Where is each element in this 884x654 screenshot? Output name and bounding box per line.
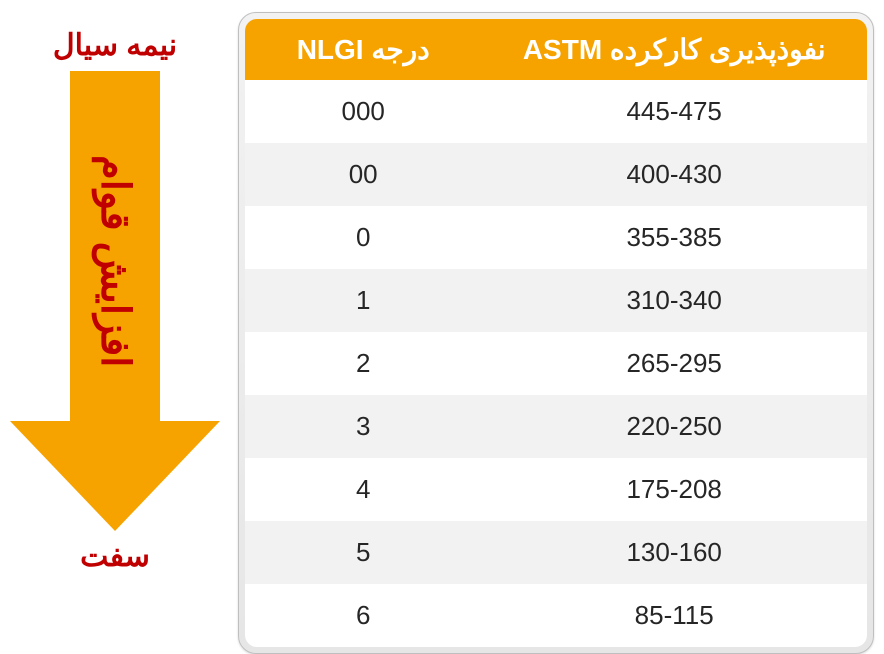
- cell-nlgi: 5: [245, 521, 481, 584]
- cell-astm: 175-208: [481, 458, 867, 521]
- cell-nlgi: 000: [245, 80, 481, 143]
- cell-astm: 400-430: [481, 143, 867, 206]
- table-row: 00 400-430: [245, 143, 867, 206]
- arrow-section: نیمه سیال افزایش قوام سفت: [0, 28, 230, 628]
- cell-astm: 130-160: [481, 521, 867, 584]
- arrow-bottom-label: سفت: [0, 539, 230, 574]
- arrow-top-label: نیمه سیال: [0, 28, 230, 63]
- cell-nlgi: 1: [245, 269, 481, 332]
- table-row: 2 265-295: [245, 332, 867, 395]
- cell-astm: 445-475: [481, 80, 867, 143]
- cell-nlgi: 0: [245, 206, 481, 269]
- table-row: 6 85-115: [245, 584, 867, 647]
- table-row: 3 220-250: [245, 395, 867, 458]
- cell-astm: 220-250: [481, 395, 867, 458]
- cell-nlgi: 4: [245, 458, 481, 521]
- arrow-middle-label: افزایش قوام: [0, 71, 230, 451]
- cell-nlgi: 00: [245, 143, 481, 206]
- table-row: 4 175-208: [245, 458, 867, 521]
- cell-astm: 265-295: [481, 332, 867, 395]
- cell-nlgi: 3: [245, 395, 481, 458]
- arrow-graphic: افزایش قوام: [0, 71, 230, 531]
- table-header-row: درجه NLGI نفوذپذیری کارکرده ASTM: [245, 19, 867, 80]
- nlgi-table-card: درجه NLGI نفوذپذیری کارکرده ASTM 000 445…: [238, 12, 874, 654]
- cell-nlgi: 2: [245, 332, 481, 395]
- page-container: نیمه سیال افزایش قوام سفت درجه NLGI نفوذ…: [0, 0, 884, 648]
- nlgi-table: درجه NLGI نفوذپذیری کارکرده ASTM 000 445…: [245, 19, 867, 647]
- cell-astm: 85-115: [481, 584, 867, 647]
- col-header-nlgi: درجه NLGI: [245, 19, 481, 80]
- cell-astm: 310-340: [481, 269, 867, 332]
- table-row: 0 355-385: [245, 206, 867, 269]
- table-row: 000 445-475: [245, 80, 867, 143]
- table-row: 1 310-340: [245, 269, 867, 332]
- cell-nlgi: 6: [245, 584, 481, 647]
- table-row: 5 130-160: [245, 521, 867, 584]
- cell-astm: 355-385: [481, 206, 867, 269]
- col-header-astm: نفوذپذیری کارکرده ASTM: [481, 19, 867, 80]
